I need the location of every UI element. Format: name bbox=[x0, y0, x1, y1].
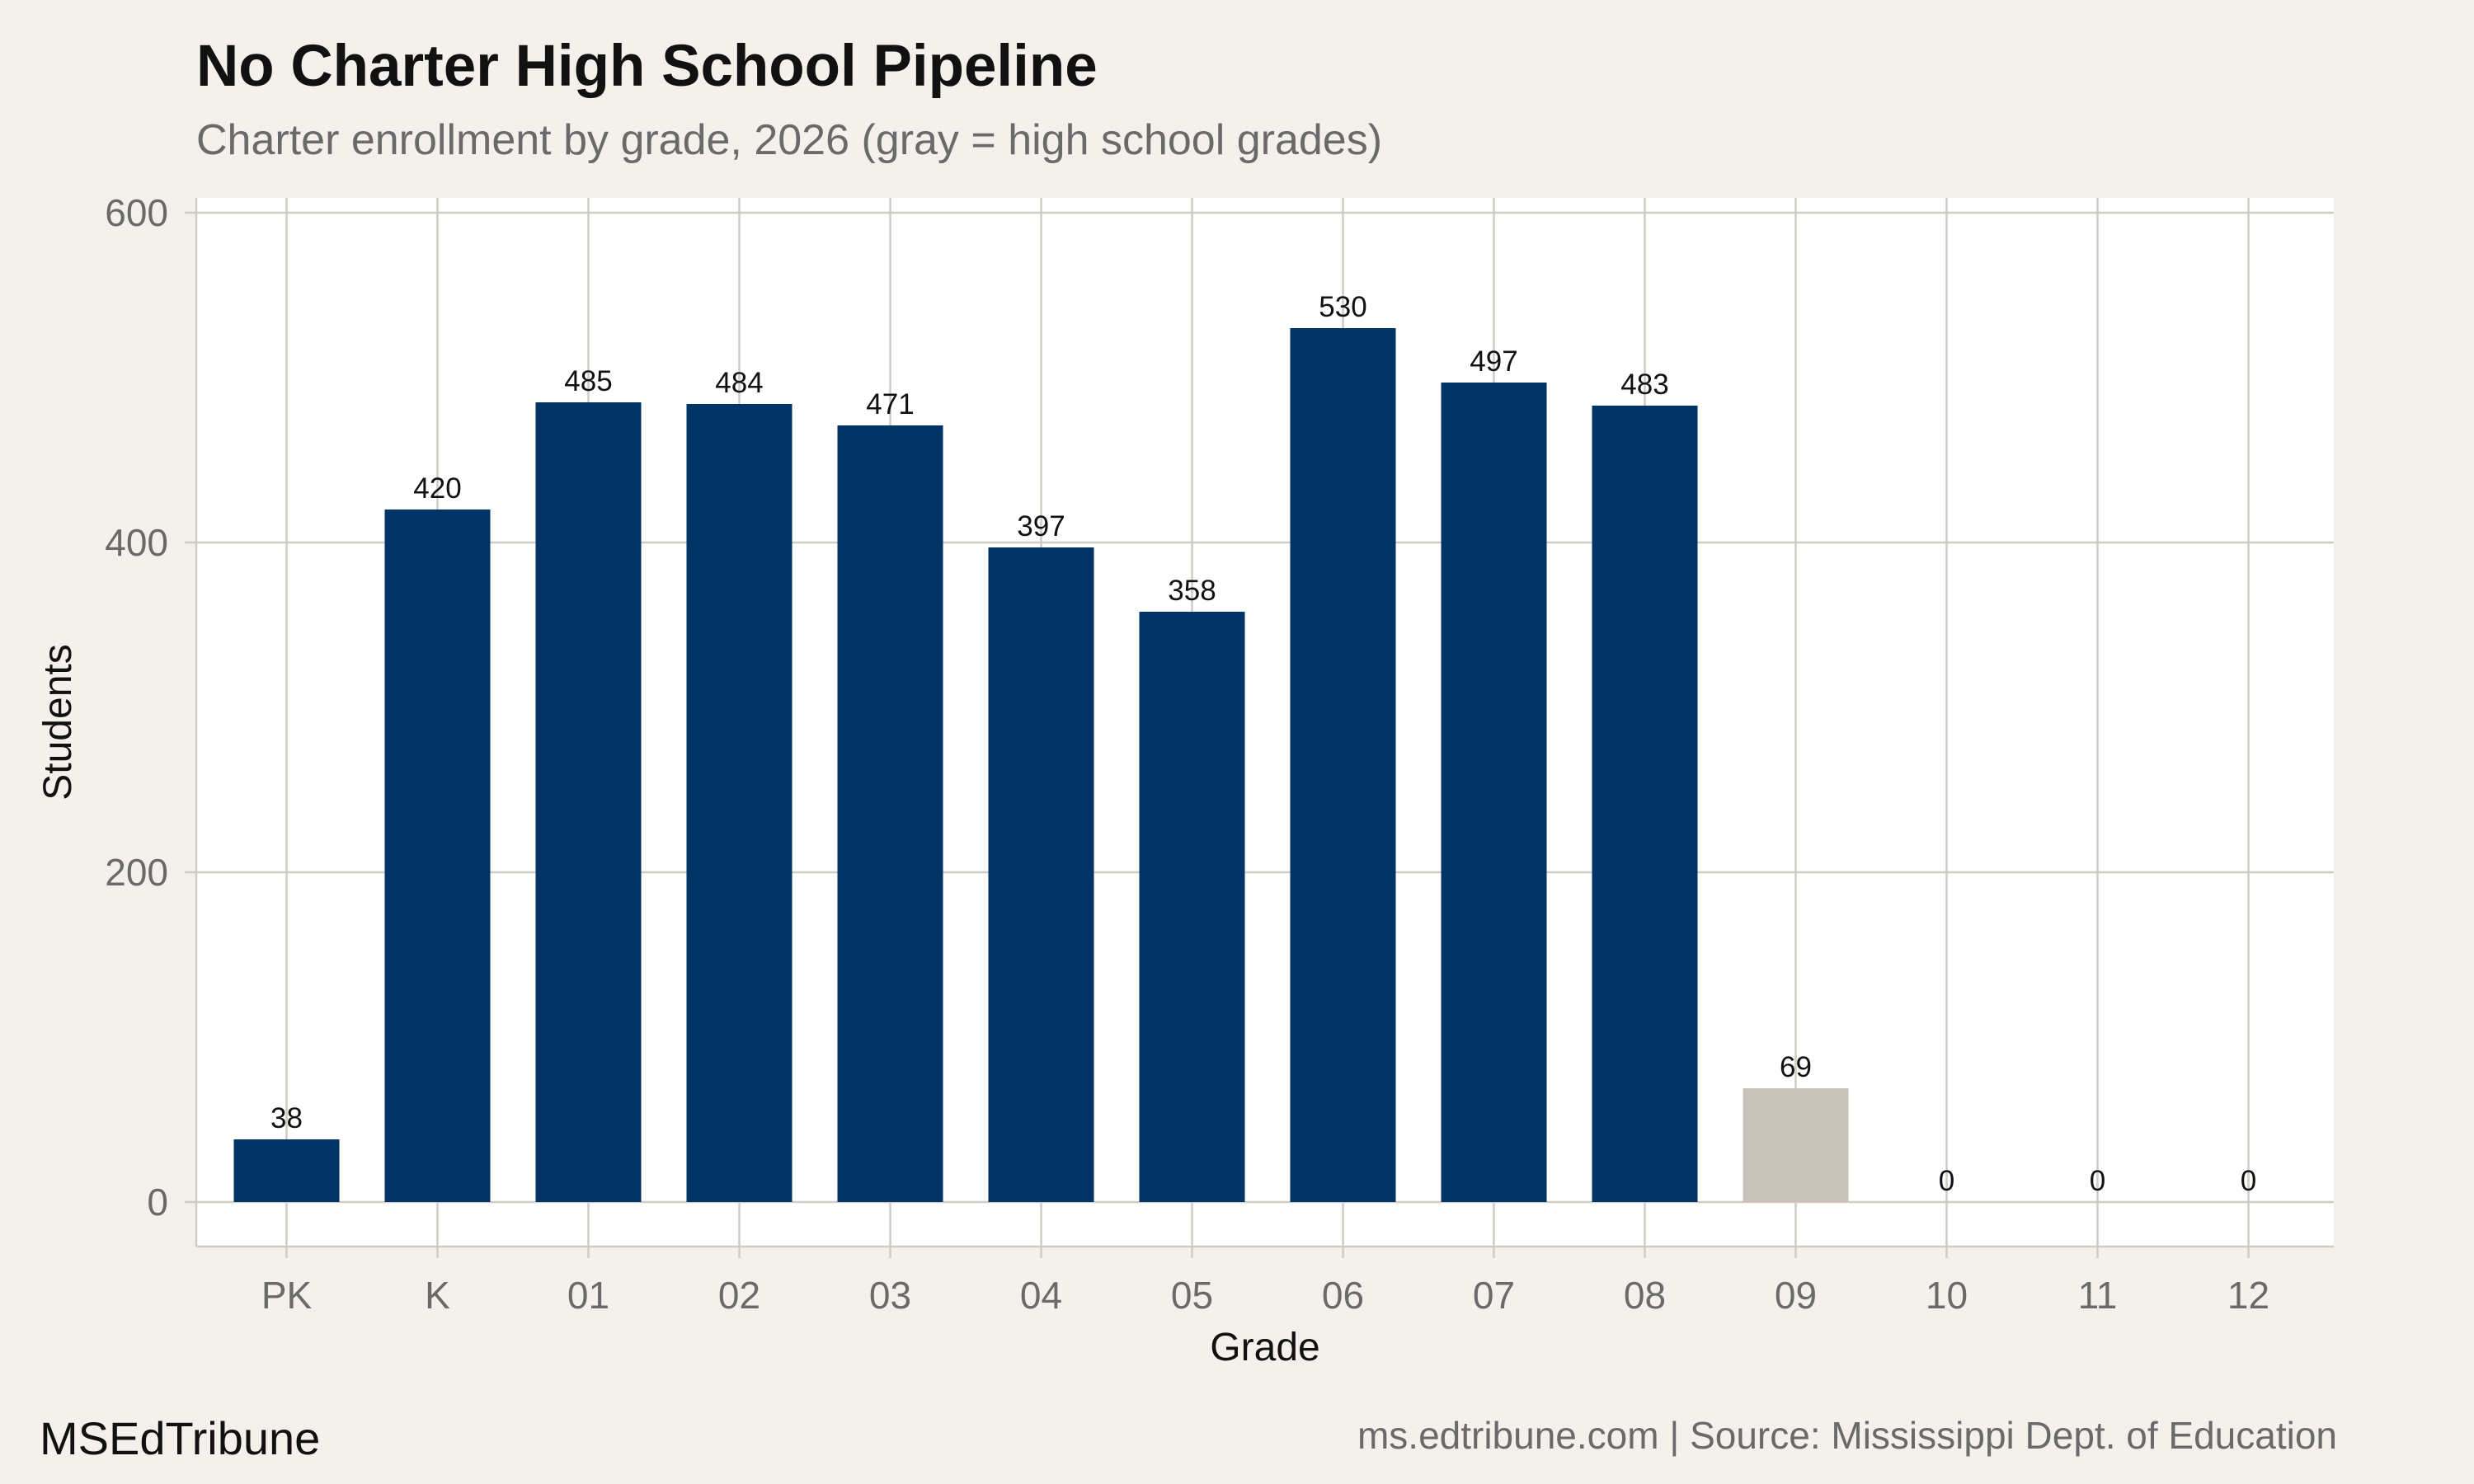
x-tick-label: PK bbox=[261, 1274, 313, 1317]
data-label-grade-PK: 38 bbox=[270, 1102, 303, 1134]
bar-grade-05 bbox=[1139, 612, 1245, 1202]
data-label-grade-05: 358 bbox=[1168, 575, 1216, 607]
chart-title: No Charter High School Pipeline bbox=[196, 34, 1098, 99]
axes: 0 200 400 600 PK K 01 02 03 04 05 06 07 08 09 10 11 12 bbox=[105, 191, 2334, 1317]
x-tick-label: 06 bbox=[1322, 1274, 1364, 1317]
data-label-grade-08: 483 bbox=[1620, 369, 1668, 401]
x-tick-label: 01 bbox=[567, 1274, 609, 1317]
x-axis-title: Grade bbox=[1210, 1326, 1319, 1369]
bar-grade-06 bbox=[1290, 328, 1396, 1202]
bar-grade-04 bbox=[988, 547, 1094, 1202]
x-tick-label: 08 bbox=[1624, 1274, 1666, 1317]
x-tick-label: 04 bbox=[1020, 1274, 1062, 1317]
data-label-grade-01: 485 bbox=[564, 365, 612, 397]
x-tick-label: K bbox=[425, 1274, 450, 1317]
bar-grade-01 bbox=[535, 402, 642, 1202]
x-tick-label: 09 bbox=[1775, 1274, 1817, 1317]
y-tick-label: 600 bbox=[105, 191, 168, 234]
y-axis-title: Students bbox=[36, 644, 80, 800]
brand-logo-text: MSEdTribune bbox=[40, 1412, 321, 1464]
data-label-grade-K: 420 bbox=[413, 472, 461, 505]
x-tick-label: 03 bbox=[869, 1274, 911, 1317]
bar-grade-03 bbox=[837, 425, 943, 1202]
y-tick-label: 400 bbox=[105, 521, 168, 564]
x-tick-label: 07 bbox=[1473, 1274, 1515, 1317]
data-label-grade-06: 530 bbox=[1319, 291, 1366, 323]
y-tick-label: 200 bbox=[105, 851, 168, 894]
data-label-grade-12: 0 bbox=[2241, 1165, 2256, 1197]
data-label-grade-04: 397 bbox=[1017, 510, 1065, 542]
y-tick-label: 0 bbox=[147, 1181, 168, 1223]
bar-grade-08 bbox=[1592, 406, 1698, 1202]
x-tick-label: 12 bbox=[2227, 1274, 2269, 1317]
data-label-grade-03: 471 bbox=[866, 388, 914, 420]
x-tick-label: 11 bbox=[2078, 1274, 2118, 1317]
bar-grade-09 bbox=[1743, 1088, 1849, 1202]
plot-panel bbox=[196, 198, 2334, 1247]
data-label-grade-11: 0 bbox=[2090, 1165, 2105, 1197]
bar-grade-K bbox=[384, 510, 491, 1202]
data-labels: 38 420 485 484 471 397 358 530 497 483 69 0 0 0 bbox=[270, 291, 2256, 1197]
data-label-grade-07: 497 bbox=[1470, 345, 1517, 378]
x-tick-label: 10 bbox=[1926, 1274, 1968, 1317]
x-tick-label: 05 bbox=[1171, 1274, 1213, 1317]
chart-subtitle: Charter enrollment by grade, 2026 (gray … bbox=[196, 116, 1383, 164]
x-tick-label: 02 bbox=[718, 1274, 760, 1317]
data-label-grade-09: 69 bbox=[1780, 1051, 1812, 1083]
bars bbox=[233, 328, 1849, 1202]
source-note: ms.edtribune.com | Source: Mississippi D… bbox=[1357, 1414, 2337, 1457]
data-label-grade-02: 484 bbox=[715, 367, 763, 399]
bar-grade-PK bbox=[233, 1139, 340, 1202]
data-label-grade-10: 0 bbox=[1939, 1165, 1954, 1197]
bar-grade-07 bbox=[1441, 383, 1547, 1202]
bar-grade-02 bbox=[686, 404, 793, 1202]
